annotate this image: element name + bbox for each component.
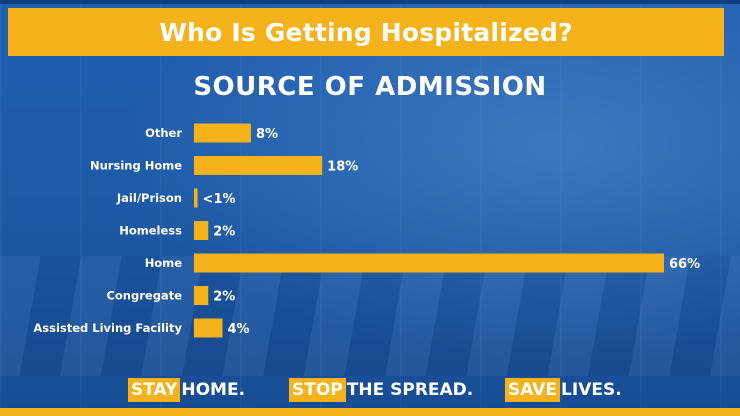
bar-chart: Other 8% Nursing Home 18% Jail/Prison <1% Home… — [33, 123, 700, 338]
slogan-footer: STAY HOME. STOP THE SPREAD. SAVE LIVES. — [0, 376, 740, 404]
category-label: Nursing Home — [90, 159, 182, 173]
slogan-stop-spread: STOP THE SPREAD. — [289, 376, 473, 404]
bar — [194, 123, 251, 143]
bar — [194, 286, 209, 305]
value-label: 66% — [669, 257, 700, 272]
slogan-save-lives: SAVE LIVES. — [505, 376, 622, 404]
value-label: 2% — [213, 290, 235, 305]
value-label: 18% — [327, 160, 358, 175]
chart-subtitle: SOURCE OF ADMISSION — [193, 72, 547, 102]
slogan-text: HOME. — [181, 380, 246, 400]
value-label: 2% — [213, 225, 235, 240]
bar — [194, 188, 198, 208]
title-banner: Who Is Getting Hospitalized? — [8, 8, 724, 56]
value-label: <1% — [203, 192, 236, 207]
slogan-highlight: STAY — [128, 378, 181, 402]
slogan-text: LIVES. — [561, 380, 622, 400]
floor-texture — [0, 256, 740, 376]
value-label: 4% — [227, 322, 249, 337]
bar — [194, 318, 223, 338]
slogan-highlight: SAVE — [505, 378, 561, 402]
slogan-stay-home: STAY HOME. — [128, 376, 245, 404]
category-label: Homeless — [119, 224, 182, 238]
bar — [194, 253, 664, 273]
bottom-accent-strip — [0, 408, 740, 416]
bar — [194, 156, 323, 175]
category-label: Jail/Prison — [116, 191, 182, 205]
category-label: Other — [145, 126, 182, 140]
value-label: 8% — [256, 127, 278, 142]
slogan-highlight: STOP — [289, 378, 346, 402]
category-label: Congregate — [106, 289, 182, 303]
category-label: Assisted Living Facility — [33, 321, 182, 335]
category-label: Home — [145, 256, 183, 270]
page-title: Who Is Getting Hospitalized? — [159, 17, 573, 47]
bar — [194, 221, 209, 240]
top-frame — [0, 0, 740, 4]
slogan-text: THE SPREAD. — [346, 380, 474, 400]
